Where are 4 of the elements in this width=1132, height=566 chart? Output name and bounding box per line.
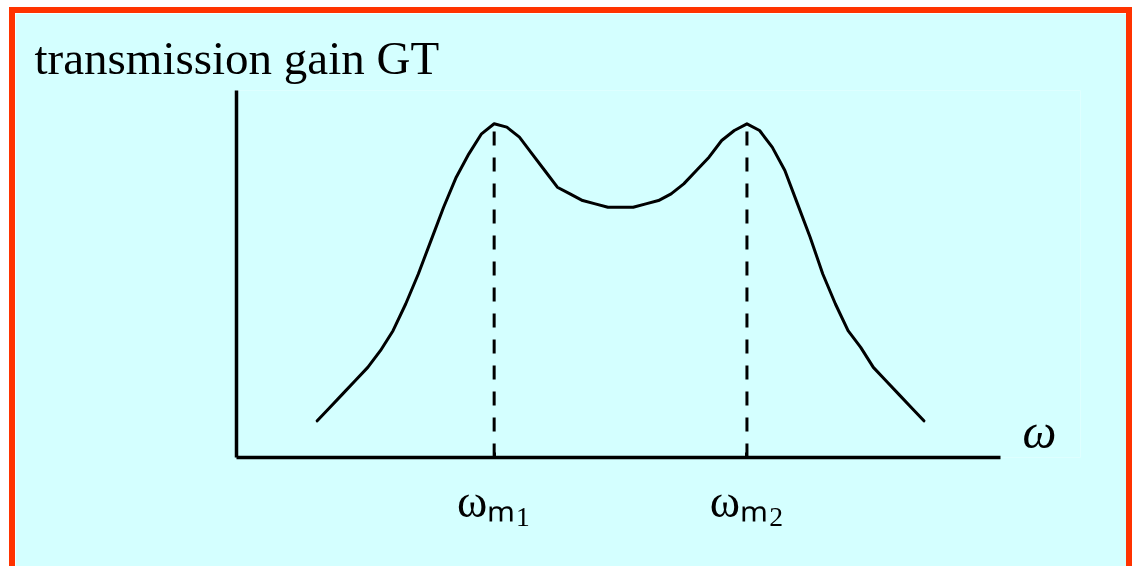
x-tick-label: ωₘ₂	[709, 475, 785, 527]
x-axis-title: ω	[1022, 404, 1057, 458]
x-tick-label: ωₘ₁	[457, 475, 532, 527]
y-axis-title: transmission gain GT	[34, 31, 440, 84]
